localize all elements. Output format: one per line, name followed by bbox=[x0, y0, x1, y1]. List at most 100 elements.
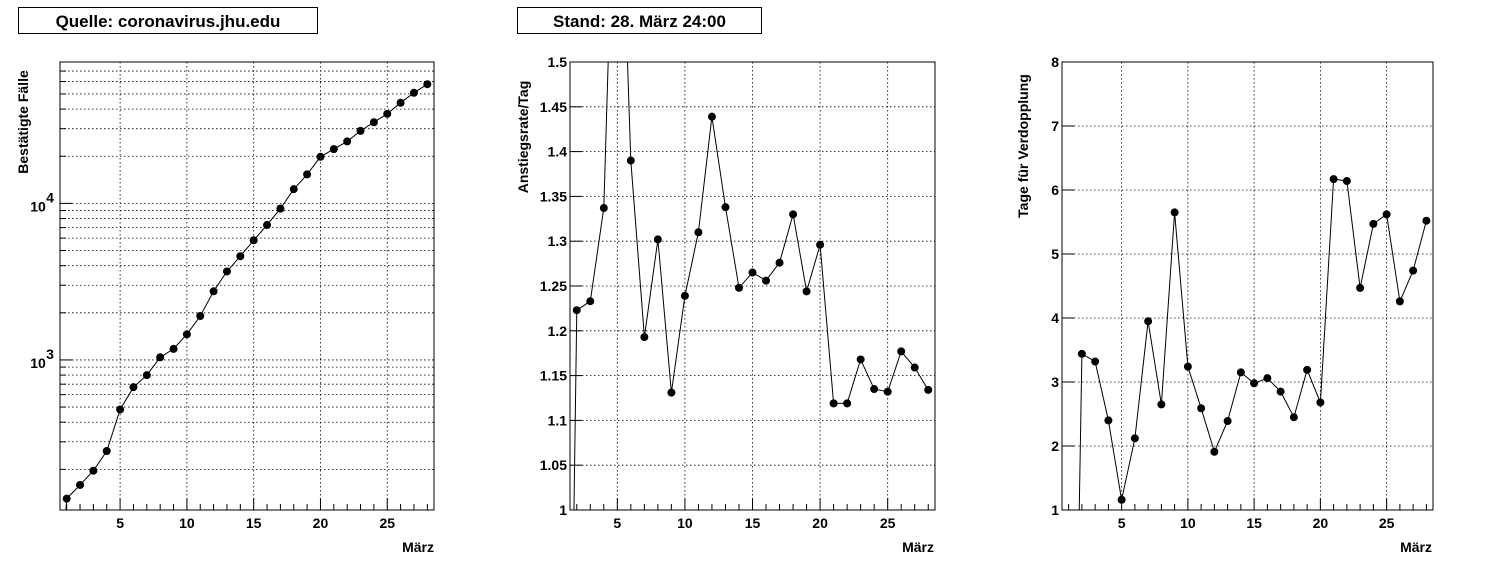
data-point bbox=[843, 399, 852, 408]
data-point bbox=[1369, 219, 1378, 228]
data-point bbox=[1130, 434, 1139, 443]
data-point bbox=[1236, 368, 1245, 377]
data-point bbox=[1170, 208, 1179, 217]
data-point bbox=[694, 228, 703, 237]
data-point bbox=[910, 363, 919, 372]
data-point bbox=[626, 156, 635, 165]
data-point bbox=[156, 353, 165, 362]
y-tick-label: 6 bbox=[1051, 182, 1059, 198]
data-point bbox=[1077, 349, 1086, 358]
data-point bbox=[775, 258, 784, 267]
tick-marks bbox=[60, 61, 428, 510]
data-point bbox=[222, 267, 231, 276]
source-label: Quelle: coronavirus.jhu.edu bbox=[18, 7, 318, 34]
data-point bbox=[1197, 404, 1206, 413]
x-tick-label: 15 bbox=[246, 515, 262, 531]
data-point bbox=[734, 283, 743, 292]
y-tick-label: 10 bbox=[30, 355, 46, 371]
chart-2: 5 10 15 20 25 1 1.05 1.1 1.15 1.2 1.25 1.3 1.35 1.4 1.… bbox=[515, 54, 936, 555]
y-tick-label: 7 bbox=[1051, 118, 1059, 134]
data-point bbox=[76, 480, 85, 489]
y-axis-title: Anstiegsrate/Tag bbox=[515, 81, 531, 194]
data-point bbox=[263, 221, 272, 230]
data-point bbox=[316, 152, 325, 161]
chart-3: 5 10 15 20 25 1 2 3 4 5 6 7 8 März Tage für Verdopplun… bbox=[1015, 54, 1434, 555]
data-point bbox=[1250, 379, 1259, 388]
data-point bbox=[116, 405, 125, 414]
x-tick-label: 25 bbox=[1379, 515, 1395, 531]
data-point bbox=[856, 355, 865, 364]
data-point bbox=[870, 385, 879, 394]
data-point bbox=[383, 109, 392, 118]
data-point bbox=[236, 252, 245, 261]
y-tick-label: 1.4 bbox=[548, 144, 568, 160]
data-point bbox=[423, 80, 432, 89]
x-tick-label: 25 bbox=[880, 515, 896, 531]
series-line bbox=[573, 62, 929, 510]
data-point bbox=[653, 235, 662, 244]
data-point bbox=[289, 185, 298, 194]
data-point bbox=[586, 297, 595, 306]
data-point bbox=[829, 399, 838, 408]
y-axis-title: Bestätigte Fälle bbox=[15, 70, 31, 174]
data-point bbox=[667, 388, 676, 397]
y-tick-label: 2 bbox=[1051, 438, 1059, 454]
data-point bbox=[883, 387, 892, 396]
grid bbox=[570, 62, 935, 510]
y-tick-label: 1.35 bbox=[540, 188, 567, 204]
data-point bbox=[129, 383, 138, 392]
data-point bbox=[1104, 416, 1113, 425]
data-point bbox=[329, 145, 338, 154]
x-tick-label: 20 bbox=[1313, 515, 1329, 531]
y-tick-label: 1.3 bbox=[548, 233, 568, 249]
y-tick-exponent: 4 bbox=[46, 189, 54, 205]
data-point bbox=[303, 170, 312, 179]
y-tick-label: 1.1 bbox=[548, 412, 568, 428]
y-tick-label: 1.2 bbox=[548, 323, 568, 339]
grid bbox=[1062, 62, 1433, 510]
y-tick-label: 1.45 bbox=[540, 99, 567, 115]
x-axis-title: März bbox=[1400, 539, 1432, 555]
data-point bbox=[924, 385, 933, 394]
data-point bbox=[356, 126, 365, 135]
x-tick-label: 5 bbox=[1118, 515, 1126, 531]
series-line bbox=[65, 83, 428, 510]
data-point bbox=[599, 204, 608, 213]
plot-frame bbox=[1061, 61, 1434, 511]
y-tick-label: 8 bbox=[1051, 54, 1059, 70]
data-point bbox=[1395, 297, 1404, 306]
series-line bbox=[1078, 178, 1427, 510]
data-point bbox=[1223, 417, 1232, 426]
data-point bbox=[789, 210, 798, 219]
data-point bbox=[572, 306, 581, 315]
data-point bbox=[409, 88, 418, 97]
y-tick-label: 1.05 bbox=[540, 457, 567, 473]
data-point bbox=[169, 344, 178, 353]
y-tick-label: 3 bbox=[1051, 374, 1059, 390]
x-tick-label: 25 bbox=[379, 515, 395, 531]
data-point bbox=[1422, 216, 1431, 225]
data-point bbox=[1356, 283, 1365, 292]
series-area bbox=[1077, 175, 1431, 510]
data-point bbox=[1144, 317, 1153, 326]
x-tick-label: 20 bbox=[313, 515, 329, 531]
data-point bbox=[1316, 398, 1325, 407]
y-tick-label: 1 bbox=[559, 502, 567, 518]
data-point bbox=[748, 268, 757, 277]
y-tick-label: 1.15 bbox=[540, 368, 567, 384]
tick-marks bbox=[1062, 61, 1427, 511]
y-tick-label: 1.5 bbox=[548, 54, 568, 70]
data-point bbox=[762, 276, 771, 285]
data-point bbox=[1329, 175, 1338, 184]
y-tick-label: 5 bbox=[1051, 246, 1059, 262]
y-tick-label: 4 bbox=[1051, 310, 1059, 326]
y-tick-label: 10 bbox=[30, 198, 46, 214]
data-point bbox=[1210, 447, 1219, 456]
x-tick-label: 15 bbox=[1246, 515, 1262, 531]
data-point bbox=[62, 494, 71, 503]
data-point bbox=[1289, 413, 1298, 422]
data-point bbox=[396, 98, 405, 107]
data-point bbox=[102, 446, 111, 455]
